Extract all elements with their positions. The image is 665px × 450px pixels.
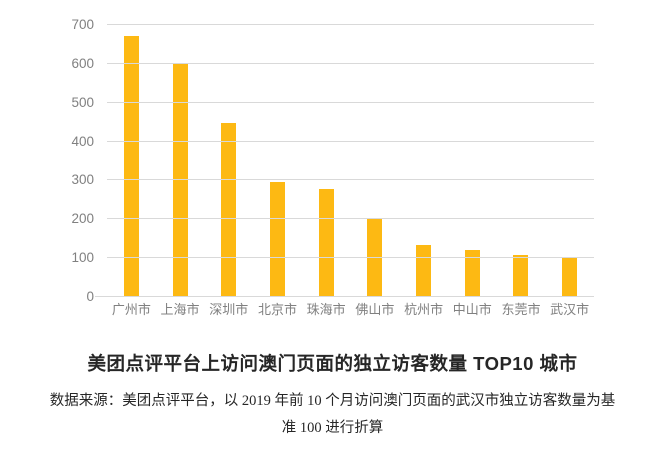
bar-珠海市	[318, 189, 334, 297]
bar-杭州市	[416, 245, 432, 297]
chart-title: 美团点评平台上访问澳门页面的独立访客数量 TOP10 城市	[87, 353, 578, 374]
ytick-label-700: 700	[71, 17, 94, 32]
xtick-label-杭州市: 杭州市	[404, 302, 444, 317]
xtick-label-佛山市: 佛山市	[355, 302, 395, 317]
gridline-600	[107, 62, 594, 64]
ytick-label-400: 400	[71, 133, 94, 149]
x-axis-labels: 广州市 上海市 深圳市 北京市 珠海市 佛山市 杭州市 中山市 东莞市 武汉市	[107, 301, 594, 319]
bars-row	[107, 25, 594, 297]
ytick-label-0: 0	[86, 289, 94, 304]
gridline-400	[107, 140, 594, 142]
ytick-label-100: 100	[71, 250, 94, 266]
source-note: 数据来源：美团点评平台，以 2019 年前 10 个月访问澳门页面的武汉市独立访…	[0, 388, 665, 442]
xtick-label-武汉市: 武汉市	[550, 302, 590, 317]
ytick-label-600: 600	[71, 55, 94, 71]
bar-中山市	[464, 249, 480, 297]
bar-slot-0	[107, 25, 156, 297]
xtick-label-广州市: 广州市	[111, 302, 151, 317]
ytick-label-500: 500	[71, 94, 94, 110]
gridline-200	[107, 218, 594, 220]
gridline-700	[107, 24, 594, 25]
xtick-label-北京市: 北京市	[257, 302, 297, 317]
source-note-line2: 准 100 进行折算	[281, 420, 384, 436]
gridline-100	[107, 257, 594, 259]
bar-slot-2	[204, 25, 253, 297]
y-axis-labels: 0 100 200 300 400 500 600 700	[0, 17, 100, 304]
ytick-label-300: 300	[71, 172, 94, 188]
bar-slot-3	[253, 25, 302, 297]
bar-北京市	[269, 181, 285, 297]
bar-武汉市	[562, 258, 578, 297]
gridline-300	[107, 179, 594, 181]
bar-slot-9	[545, 25, 594, 297]
xtick-label-东莞市: 东莞市	[501, 302, 541, 317]
bar-深圳市	[221, 122, 237, 297]
bar-广州市	[123, 35, 139, 297]
xtick-label-珠海市: 珠海市	[306, 302, 346, 317]
xtick-label-上海市: 上海市	[160, 302, 200, 317]
bar-slot-6	[399, 25, 448, 297]
gridline-0	[95, 296, 594, 297]
source-note-line1: 数据来源：美团点评平台，以 2019 年前 10 个月访问澳门页面的武汉市独立访…	[49, 393, 616, 409]
xtick-label-深圳市: 深圳市	[209, 302, 249, 317]
xtick-label-中山市: 中山市	[452, 302, 492, 317]
ytick-label-200: 200	[71, 211, 94, 227]
bar-东莞市	[513, 255, 529, 297]
bar-slot-7	[448, 25, 497, 297]
gridline-500	[107, 101, 594, 103]
bar-slot-4	[302, 25, 351, 297]
plot-area	[95, 24, 594, 297]
bar-slot-8	[497, 25, 546, 297]
